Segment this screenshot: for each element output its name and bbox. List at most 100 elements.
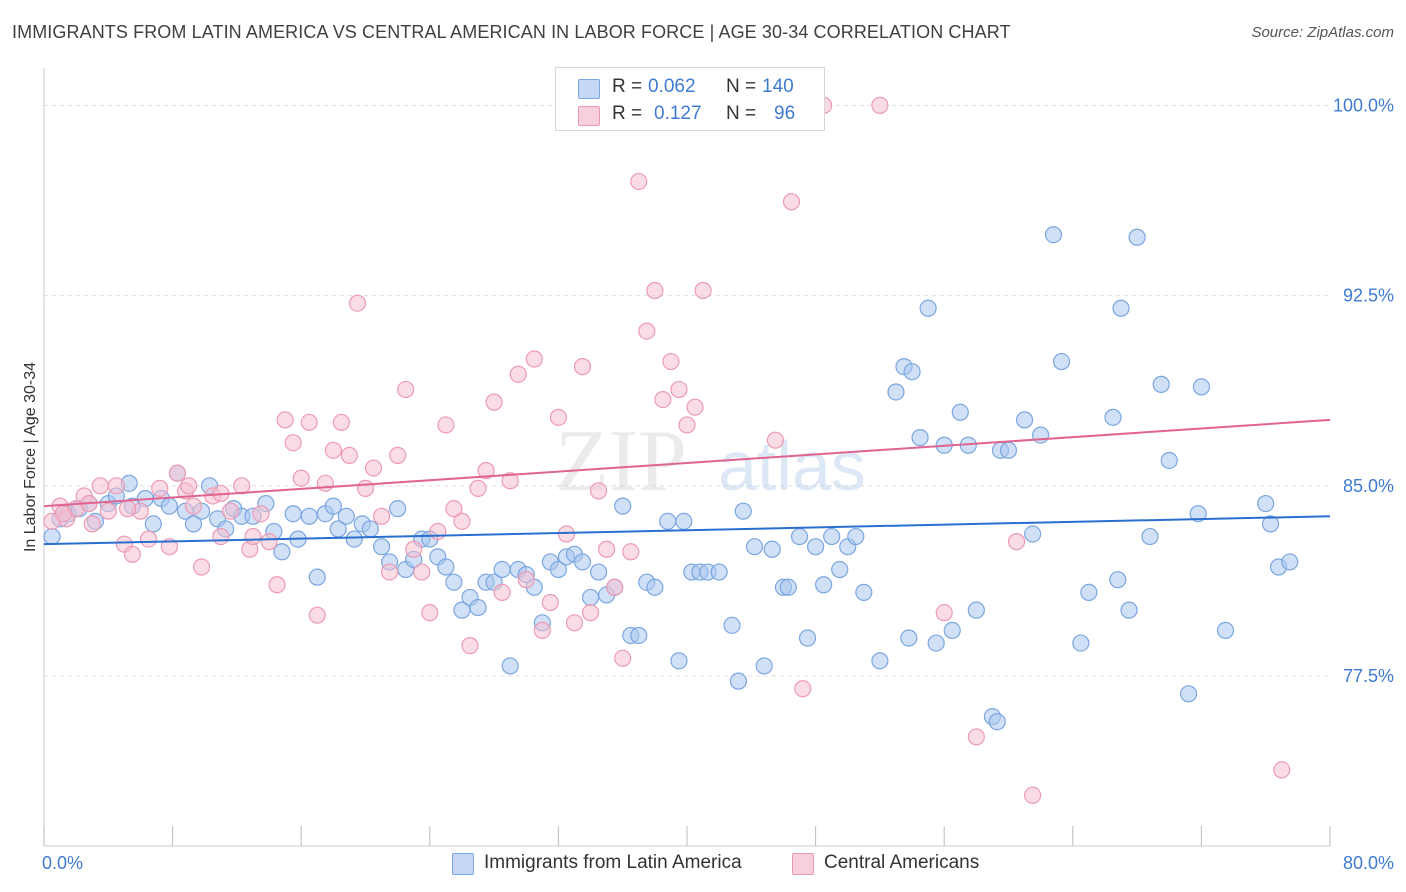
data-point: [951, 403, 969, 421]
data-point: [573, 358, 592, 376]
data-point: [589, 482, 608, 500]
data-point: [1189, 505, 1207, 523]
data-point: [184, 515, 203, 533]
data-point: [927, 634, 945, 652]
y-tick-label: 85.0%: [1343, 476, 1394, 496]
data-point: [806, 538, 825, 556]
data-point: [887, 383, 905, 401]
data-point: [766, 431, 785, 449]
data-point: [445, 573, 463, 591]
data-point: [1261, 515, 1280, 533]
data-point: [1160, 451, 1178, 470]
axes: [43, 68, 1331, 847]
data-point: [284, 434, 302, 452]
data-point: [308, 568, 326, 586]
data-point: [798, 629, 817, 647]
y-tick-label: 77.5%: [1343, 666, 1394, 686]
data-point: [967, 601, 985, 619]
data-point: [710, 563, 728, 581]
data-point: [734, 502, 752, 520]
x-tick-label: 80.0%: [1343, 853, 1394, 873]
data-point: [43, 527, 61, 546]
data-point: [340, 446, 359, 464]
data-point: [477, 462, 495, 480]
legend-row-central-americans: R = 0.127 N = 96: [578, 103, 818, 129]
data-point: [943, 621, 961, 640]
data-point: [1032, 426, 1050, 444]
r-label: R =: [612, 76, 643, 97]
legend-item-central-americans: Central Americans: [792, 851, 1012, 877]
data-point: [144, 515, 162, 533]
data-point: [324, 497, 342, 515]
data-point: [364, 459, 383, 477]
data-point: [855, 583, 873, 601]
data-point: [118, 500, 137, 518]
data-point: [139, 530, 158, 548]
data-point: [794, 680, 812, 698]
data-point: [678, 416, 696, 434]
data-point: [107, 477, 125, 495]
data-point: [421, 604, 439, 622]
data-point: [324, 441, 342, 459]
data-point: [244, 527, 262, 546]
blue-swatch: [578, 79, 600, 99]
data-point: [345, 530, 363, 548]
data-point: [935, 604, 953, 622]
data-point: [332, 413, 350, 432]
data-point: [763, 540, 781, 558]
data-point: [300, 413, 318, 432]
data-point: [268, 576, 286, 594]
data-point: [273, 543, 291, 561]
y-tick-label: 100.0%: [1333, 95, 1394, 115]
data-point: [276, 411, 294, 429]
data-point: [292, 469, 310, 487]
data-point: [1080, 583, 1098, 601]
data-point: [151, 479, 169, 497]
data-point: [1179, 685, 1198, 703]
tick-labels: 77.5% 85.0% 92.5% 100.0% 0.0% 80.0%: [42, 95, 1394, 873]
data-point: [638, 322, 656, 340]
stats-legend: R = 0.062 N = 140 R = 0.127 N = 96: [555, 67, 825, 131]
data-point: [1216, 621, 1235, 640]
data-point: [192, 558, 211, 576]
data-point: [99, 502, 117, 520]
data-point: [1128, 228, 1146, 246]
data-point: [1281, 553, 1299, 571]
data-point: [581, 604, 600, 622]
data-point: [361, 520, 379, 538]
data-point: [815, 576, 833, 594]
data-point: [123, 545, 142, 563]
data-point: [565, 614, 584, 632]
pink-swatch: [792, 853, 814, 875]
data-point: [967, 728, 985, 746]
data-point: [589, 563, 608, 581]
trend-lines: [43, 418, 1331, 546]
data-point: [999, 441, 1018, 459]
data-point: [1192, 378, 1211, 396]
data-point: [541, 593, 559, 612]
data-point: [779, 578, 797, 596]
data-point: [337, 507, 355, 525]
data-point: [501, 472, 519, 490]
data-point: [557, 525, 576, 543]
data-point: [723, 616, 741, 634]
data-point: [469, 598, 487, 617]
data-point: [790, 527, 809, 546]
data-point: [581, 588, 600, 607]
watermark-zip: ZIP: [555, 413, 687, 510]
data-point: [429, 522, 447, 541]
data-point: [180, 477, 198, 495]
r-value: 0.127: [654, 103, 702, 124]
data-point: [662, 352, 680, 371]
data-point: [405, 540, 423, 558]
data-point: [437, 416, 455, 434]
data-point: [1120, 601, 1138, 619]
data-point: [91, 477, 109, 495]
data-point: [1257, 494, 1275, 513]
data-point: [549, 408, 568, 426]
data-point: [54, 505, 72, 523]
series-latin-america-points: [43, 226, 1299, 731]
legend-item-latin-america: Immigrants from Latin America: [452, 851, 772, 877]
data-point: [622, 543, 640, 561]
data-point: [630, 626, 648, 645]
